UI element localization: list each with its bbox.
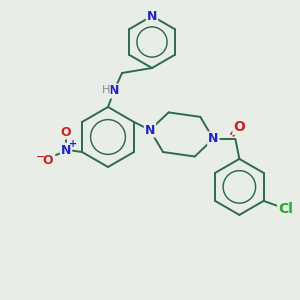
Text: N: N [61,143,71,157]
Text: N: N [147,10,157,22]
Text: N: N [109,85,119,98]
Text: O: O [43,154,53,166]
Text: −: − [36,152,46,162]
Text: O: O [61,125,71,139]
Text: O: O [233,120,245,134]
Text: H: H [102,85,110,95]
Text: N: N [145,124,155,136]
Text: Cl: Cl [278,202,293,216]
Text: N: N [208,132,218,146]
Text: +: + [69,139,77,149]
